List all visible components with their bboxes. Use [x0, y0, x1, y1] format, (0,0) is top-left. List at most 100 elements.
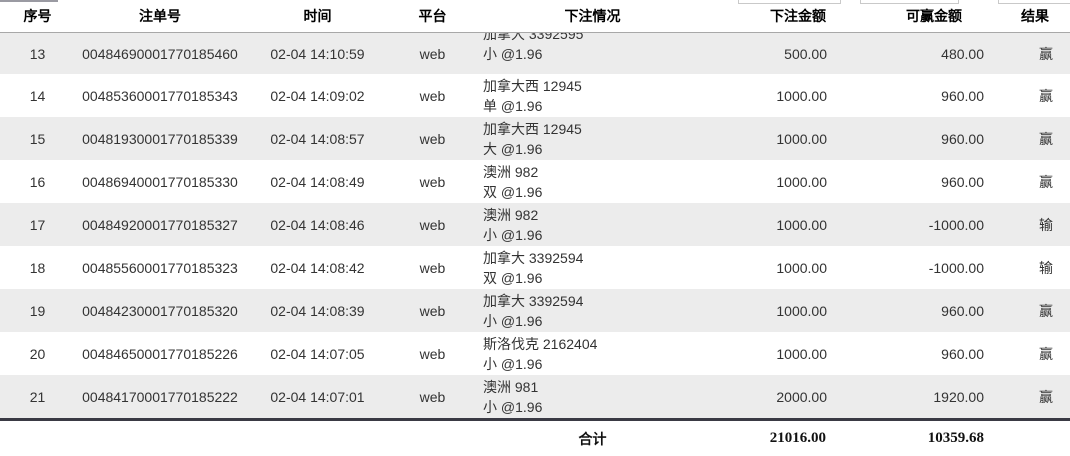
result-cell: 赢 — [1000, 160, 1070, 203]
table-row: 14 00485360001770185343 02-04 14:09:02 w… — [0, 74, 1070, 117]
win-amount-cell: 960.00 — [840, 117, 1000, 160]
platform-cell: web — [390, 289, 475, 332]
platform-cell: web — [390, 246, 475, 289]
time-cell: 02-04 14:08:57 — [245, 117, 390, 160]
footer-total-label: 合计 — [475, 418, 710, 456]
bet-id-cell: 00481930001770185339 — [75, 117, 245, 160]
result-cell: 赢 — [1000, 289, 1070, 332]
footer-spacer — [0, 418, 475, 456]
win-amount-cell: 960.00 — [840, 160, 1000, 203]
bet-detail-cell: 加拿大西 12945 大 @1.96 — [475, 117, 710, 160]
time-cell: 02-04 14:08:39 — [245, 289, 390, 332]
bet-detail-cell: 加拿大西 12945 单 @1.96 — [475, 74, 710, 117]
table-row: 21 00484170001770185222 02-04 14:07:01 w… — [0, 375, 1070, 420]
bet-detail-line2: 小 @1.96 — [483, 46, 543, 62]
table-header-row: 序号 注单号 时间 平台 下注情况 下注金额 可赢金额 结果 — [0, 0, 1070, 33]
clipped-widget-edge-2 — [860, 0, 959, 4]
bet-detail-cell: 斯洛伐克 2162404 小 @1.96 — [475, 332, 710, 375]
bet-id-cell: 00484230001770185320 — [75, 289, 245, 332]
win-amount-cell: 960.00 — [840, 332, 1000, 375]
result-cell: 赢 — [1000, 117, 1070, 160]
platform-cell: web — [390, 160, 475, 203]
clipped-top-edge-line — [0, 0, 58, 2]
bet-amount-cell: 1000.00 — [710, 203, 840, 246]
win-amount-cell: 480.00 — [840, 32, 1000, 74]
bet-detail-line1: 加拿大 3392594 — [483, 249, 584, 266]
bet-detail-cell: 加拿大 3392595 小 @1.96 — [475, 32, 710, 74]
seq-cell: 20 — [0, 332, 75, 375]
bet-id-cell: 00484650001770185226 — [75, 332, 245, 375]
bet-amount-cell: 1000.00 — [710, 160, 840, 203]
table-row: 17 00484920001770185327 02-04 14:08:46 w… — [0, 203, 1070, 246]
platform-cell: web — [390, 203, 475, 246]
bet-id-cell: 00486940001770185330 — [75, 160, 245, 203]
result-cell: 赢 — [1000, 74, 1070, 117]
seq-cell: 18 — [0, 246, 75, 289]
time-cell: 02-04 14:08:42 — [245, 246, 390, 289]
bet-detail-line1: 澳洲 981 — [483, 378, 539, 395]
table-row: 19 00484230001770185320 02-04 14:08:39 w… — [0, 289, 1070, 332]
header-bet-amount: 下注金额 — [710, 0, 840, 33]
bet-detail-line2: 小 @1.96 — [483, 398, 543, 415]
time-cell: 02-04 14:07:05 — [245, 332, 390, 375]
bet-detail-line2: 小 @1.96 — [483, 312, 543, 329]
platform-cell: web — [390, 74, 475, 117]
result-cell: 输 — [1000, 203, 1070, 246]
bet-id-cell: 00485360001770185343 — [75, 74, 245, 117]
time-cell: 02-04 14:10:59 — [245, 32, 390, 74]
header-time: 时间 — [245, 0, 390, 33]
win-amount-cell: 960.00 — [840, 74, 1000, 117]
bet-detail-line2: 双 @1.96 — [483, 183, 543, 200]
header-bet-detail: 下注情况 — [475, 0, 710, 33]
bet-detail-line1: 加拿大 3392594 — [483, 292, 584, 309]
win-amount-cell: 960.00 — [840, 289, 1000, 332]
win-amount-cell: -1000.00 — [840, 203, 1000, 246]
bet-detail-line2: 单 @1.96 — [483, 97, 543, 114]
seq-cell: 21 — [0, 375, 75, 420]
bet-amount-cell: 1000.00 — [710, 246, 840, 289]
table-row: 16 00486940001770185330 02-04 14:08:49 w… — [0, 160, 1070, 203]
bet-detail-cell: 澳洲 981 小 @1.96 — [475, 375, 710, 420]
table-row: 18 00485560001770185323 02-04 14:08:42 w… — [0, 246, 1070, 289]
bet-detail-line1: 澳洲 982 — [483, 206, 539, 223]
seq-cell: 19 — [0, 289, 75, 332]
footer-result-spacer — [1000, 418, 1070, 456]
bet-id-cell: 00484920001770185327 — [75, 203, 245, 246]
header-bet-id: 注单号 — [75, 0, 245, 33]
bet-detail-cell: 澳洲 982 小 @1.96 — [475, 203, 710, 246]
bet-id-cell: 00484690001770185460 — [75, 32, 245, 74]
table-row: 20 00484650001770185226 02-04 14:07:05 w… — [0, 332, 1070, 375]
seq-cell: 17 — [0, 203, 75, 246]
bet-amount-cell: 2000.00 — [710, 375, 840, 420]
platform-cell: web — [390, 332, 475, 375]
bet-detail-cell: 加拿大 3392594 小 @1.96 — [475, 289, 710, 332]
bet-id-cell: 00485560001770185323 — [75, 246, 245, 289]
bet-detail-line2: 小 @1.96 — [483, 355, 543, 372]
bet-amount-cell: 500.00 — [710, 32, 840, 74]
result-cell: 赢 — [1000, 332, 1070, 375]
clipped-widget-edge-1 — [738, 0, 841, 4]
footer-bet-amount-total: 21016.00 — [710, 418, 840, 456]
bet-amount-cell: 1000.00 — [710, 332, 840, 375]
header-seq: 序号 — [0, 0, 75, 33]
bet-id-cell: 00484170001770185222 — [75, 375, 245, 420]
bet-detail-line1: 加拿大 3392595 — [483, 33, 584, 42]
bet-detail-line1: 加拿大西 12945 — [483, 120, 582, 137]
header-result: 结果 — [1000, 0, 1070, 33]
result-cell: 赢 — [1000, 32, 1070, 74]
platform-cell: web — [390, 375, 475, 420]
bet-detail-line1: 澳洲 982 — [483, 163, 539, 180]
bet-amount-cell: 1000.00 — [710, 289, 840, 332]
bet-detail-cell: 澳洲 982 双 @1.96 — [475, 160, 710, 203]
platform-cell: web — [390, 117, 475, 160]
seq-cell: 15 — [0, 117, 75, 160]
time-cell: 02-04 14:09:02 — [245, 74, 390, 117]
platform-cell: web — [390, 32, 475, 74]
header-platform: 平台 — [390, 0, 475, 33]
result-cell: 赢 — [1000, 375, 1070, 420]
time-cell: 02-04 14:08:46 — [245, 203, 390, 246]
table-body: 13 00484690001770185460 02-04 14:10:59 w… — [0, 32, 1070, 420]
bet-amount-cell: 1000.00 — [710, 117, 840, 160]
